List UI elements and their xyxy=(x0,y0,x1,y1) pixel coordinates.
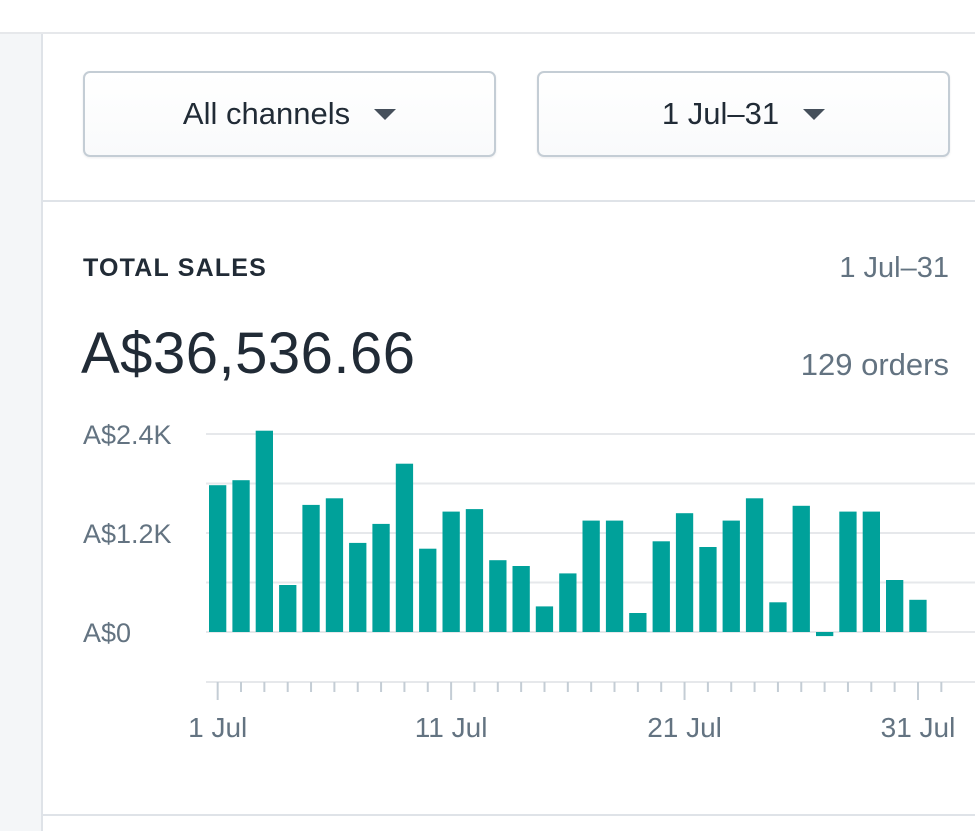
bar xyxy=(302,504,320,632)
bar xyxy=(279,585,297,632)
bar xyxy=(465,509,484,632)
bar xyxy=(722,520,740,632)
bar xyxy=(792,505,810,632)
bar xyxy=(395,463,414,632)
chevron-down-icon xyxy=(374,108,397,120)
bar xyxy=(582,520,600,632)
date-range-dropdown-label: 1 Jul–31 xyxy=(661,96,780,131)
bar xyxy=(535,606,554,632)
bar xyxy=(419,548,437,632)
bar xyxy=(325,498,344,632)
bar xyxy=(629,613,647,632)
bar xyxy=(209,485,227,632)
bar xyxy=(769,602,787,632)
bar xyxy=(559,573,577,632)
total-sales-card: TOTAL SALES 1 Jul–31 A$36,536.66 129 ord… xyxy=(43,202,975,814)
channel-dropdown-label: All channels xyxy=(182,96,351,131)
card-title: TOTAL SALES xyxy=(83,254,268,282)
bar xyxy=(886,580,904,632)
bar xyxy=(816,632,834,637)
filter-bar: All channels 1 Jul–31 xyxy=(43,34,975,202)
sales-bar-chart: A$0 A$1.2K A$2.4K 1 Jul 11 Jul 21 Jul 31 Jul xyxy=(83,420,975,743)
sidebar-rail xyxy=(0,34,43,831)
bar xyxy=(372,523,390,632)
bar xyxy=(909,599,927,632)
chevron-down-icon xyxy=(803,108,826,120)
bar xyxy=(255,430,273,632)
bar xyxy=(442,511,460,632)
bar xyxy=(745,498,764,632)
bar xyxy=(489,560,507,632)
bar xyxy=(232,480,250,632)
bar xyxy=(862,511,880,632)
bar xyxy=(652,541,670,633)
total-sales-value: A$36,536.66 xyxy=(81,321,416,386)
x-tick-label: 31 Jul xyxy=(881,712,956,743)
x-tick-label: 21 Jul xyxy=(647,712,722,743)
y-tick-label: A$2.4K xyxy=(83,420,172,450)
orders-count: 129 orders xyxy=(800,347,949,382)
channel-dropdown[interactable]: All channels xyxy=(83,71,496,157)
bar xyxy=(699,547,717,632)
bar xyxy=(839,511,857,632)
y-tick-label: A$1.2K xyxy=(83,519,172,549)
date-range-dropdown[interactable]: 1 Jul–31 xyxy=(537,71,950,157)
next-card-edge xyxy=(43,814,975,833)
card-date-range: 1 Jul–31 xyxy=(839,252,949,284)
bar xyxy=(512,566,530,632)
bar xyxy=(675,513,694,632)
bar xyxy=(605,520,624,632)
x-tick-label: 1 Jul xyxy=(188,712,247,743)
x-tick-label: 11 Jul xyxy=(415,712,488,743)
bar xyxy=(349,542,367,632)
top-bar xyxy=(0,0,975,34)
y-tick-label: A$0 xyxy=(83,618,131,648)
